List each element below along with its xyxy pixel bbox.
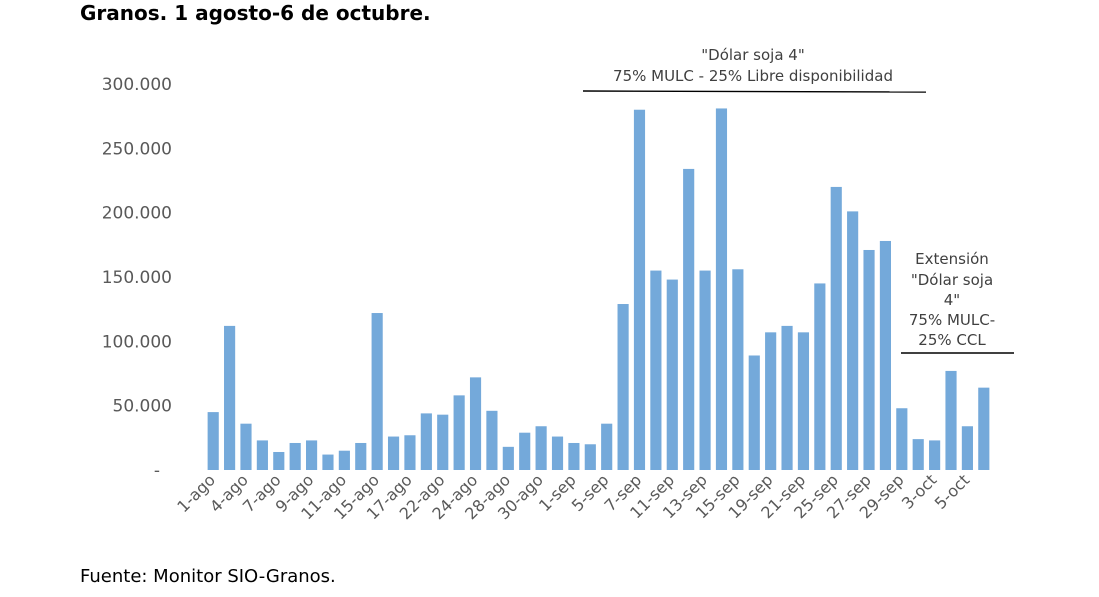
x-axis: 1-ago4-ago7-ago9-ago11-ago15-ago17-ago22… xyxy=(173,470,973,523)
annotation-extension-line3: 4" xyxy=(944,291,960,309)
bar xyxy=(912,439,924,470)
bar xyxy=(387,436,400,470)
bar xyxy=(633,109,646,470)
annotation-dolar-soja-4-line1: "Dólar soja 4" xyxy=(701,46,804,64)
bar xyxy=(748,355,760,470)
bar xyxy=(535,426,547,470)
y-tick-label: - xyxy=(154,461,160,481)
y-tick-label: 150.000 xyxy=(102,268,172,288)
bar xyxy=(584,444,596,470)
bar xyxy=(453,395,465,470)
bar xyxy=(601,423,613,470)
bar xyxy=(519,432,531,470)
bar xyxy=(256,440,268,470)
y-axis: - 50.000 100.000 150.000 200.000 250.000 300.0… xyxy=(102,75,172,481)
y-tick-label: 250.000 xyxy=(102,139,172,159)
y-tick-label: 100.000 xyxy=(102,332,172,352)
source-note: Fuente: Monitor SIO-Granos. xyxy=(80,566,336,587)
bar xyxy=(830,186,842,470)
bar xyxy=(683,168,695,471)
y-tick-label: 200.000 xyxy=(102,204,172,224)
bar xyxy=(240,423,252,470)
annotation-extension-line5: 25% CCL xyxy=(918,331,986,349)
bar xyxy=(797,332,810,470)
bar xyxy=(207,412,219,470)
annotation-extension-line2: "Dólar soja xyxy=(911,271,993,289)
bar xyxy=(863,249,875,470)
bar xyxy=(486,410,498,470)
bar xyxy=(404,435,416,470)
annotation-dolar-soja-4: "Dólar soja 4" 75% MULC - 25% Libre disp… xyxy=(582,46,927,93)
bar xyxy=(338,450,350,470)
bar xyxy=(551,436,564,470)
bar xyxy=(469,377,482,470)
bar xyxy=(896,408,908,470)
bar xyxy=(847,211,859,470)
bar xyxy=(355,442,367,470)
annotation-extension: Extensión "Dólar soja 4" 75% MULC- 25% C… xyxy=(901,250,1014,354)
bar xyxy=(879,240,891,470)
bar xyxy=(371,313,383,470)
bar xyxy=(289,442,301,470)
bar xyxy=(306,440,318,470)
bar xyxy=(666,279,678,470)
annotation-dolar-soja-4-rule xyxy=(582,90,927,93)
bar xyxy=(437,414,449,470)
bar xyxy=(273,451,285,470)
bar xyxy=(568,442,580,470)
bar xyxy=(781,325,793,470)
bar xyxy=(699,270,711,470)
y-tick-label: 300.000 xyxy=(102,75,172,95)
x-tick-label: 3-oct xyxy=(898,470,941,513)
bar xyxy=(961,426,973,470)
bar xyxy=(617,304,629,470)
bar xyxy=(322,454,334,470)
bar xyxy=(765,332,777,470)
bar xyxy=(732,269,744,470)
y-tick-label: 50.000 xyxy=(113,397,172,417)
bar xyxy=(978,387,990,470)
bars xyxy=(207,108,990,471)
bar xyxy=(502,446,514,470)
bar xyxy=(650,270,662,470)
annotation-extension-line1: Extensión xyxy=(915,250,989,268)
x-tick-label: 1-sep xyxy=(535,470,580,515)
bar xyxy=(929,440,941,470)
x-tick-label: 5-sep xyxy=(568,470,613,515)
bar xyxy=(945,370,957,470)
x-tick-label: 5-oct xyxy=(931,470,974,513)
bar xyxy=(224,325,236,470)
annotation-dolar-soja-4-line2: 75% MULC - 25% Libre disponibilidad xyxy=(613,67,893,85)
chart-title: Granos. 1 agosto-6 de octubre. xyxy=(80,1,431,25)
bar xyxy=(420,413,432,470)
bar xyxy=(715,108,728,470)
bar xyxy=(814,283,826,470)
annotation-extension-line4: 75% MULC- xyxy=(909,311,995,329)
